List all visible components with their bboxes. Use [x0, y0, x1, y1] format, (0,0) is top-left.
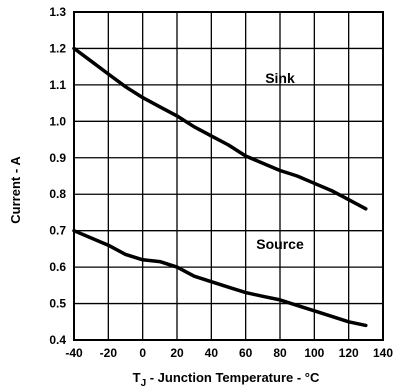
x-axis-label-symbol: T — [133, 370, 141, 385]
source-series-line — [72, 228, 368, 328]
source-series-label: Source — [256, 236, 304, 252]
x-tick-labels: -40 -20 0 20 40 60 80 100 120 140 — [65, 346, 393, 360]
x-tick-label: -20 — [100, 346, 118, 360]
y-tick-label: 1.3 — [49, 5, 66, 19]
x-tick-label: 60 — [239, 346, 253, 360]
x-axis-label: TJ - Junction Temperature - °C — [133, 370, 320, 388]
y-tick-label: 0.8 — [49, 187, 66, 201]
x-tick-label: 120 — [339, 346, 359, 360]
x-tick-label: 40 — [205, 346, 219, 360]
y-tick-label: 1.0 — [49, 114, 66, 128]
y-tick-label: 1.2 — [49, 41, 66, 55]
y-tick-label: 0.4 — [49, 333, 66, 347]
series-lines — [72, 46, 368, 328]
y-tick-labels: 0.4 0.5 0.6 0.7 0.8 0.9 1.0 1.1 1.2 1.3 — [49, 5, 66, 347]
x-tick-label: 80 — [273, 346, 287, 360]
sink-series-line — [72, 46, 368, 211]
x-tick-label: -40 — [65, 346, 83, 360]
y-tick-label: 0.5 — [49, 297, 66, 311]
sink-series-label: Sink — [265, 70, 295, 86]
y-tick-label: 1.1 — [49, 78, 66, 92]
y-axis-label: Current - A — [8, 156, 23, 224]
x-tick-label: 100 — [304, 346, 324, 360]
y-tick-label: 0.9 — [49, 151, 66, 165]
y-tick-label: 0.6 — [49, 260, 66, 274]
x-tick-label: 140 — [373, 346, 393, 360]
y-tick-label: 0.7 — [49, 224, 66, 238]
x-axis-label-subscript: J — [141, 378, 147, 388]
plot-frame — [73, 11, 384, 341]
series-labels: Sink Source — [256, 70, 304, 252]
x-tick-label: 20 — [170, 346, 184, 360]
grid-lines — [74, 12, 383, 340]
x-axis-label-text: - Junction Temperature - °C — [146, 370, 320, 385]
x-tick-label: 0 — [139, 346, 146, 360]
